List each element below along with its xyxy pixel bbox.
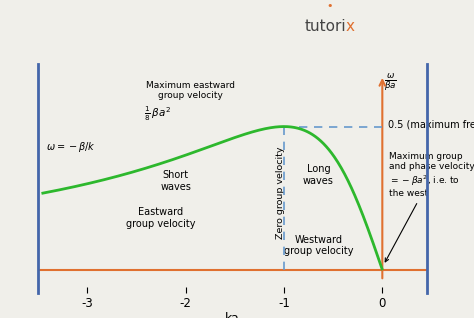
Text: Maximum group
and phase velocity
$= -\beta a^2$, i.e. to
the west: Maximum group and phase velocity $= -\be… <box>385 152 474 262</box>
Text: Eastward
group velocity: Eastward group velocity <box>126 207 196 229</box>
Text: $\omega = -\beta/k$: $\omega = -\beta/k$ <box>46 140 95 154</box>
Text: 0.5 (maximum frequency): 0.5 (maximum frequency) <box>388 120 474 130</box>
Text: $\frac{\omega}{\beta a}$: $\frac{\omega}{\beta a}$ <box>384 71 397 93</box>
Text: Maximum eastward
group velocity: Maximum eastward group velocity <box>146 81 235 100</box>
Text: $\frac{1}{8}$$\,\beta a^2$: $\frac{1}{8}$$\,\beta a^2$ <box>144 104 171 123</box>
X-axis label: ka: ka <box>225 312 240 318</box>
Text: Westward
group velocity: Westward group velocity <box>283 235 353 256</box>
Text: x: x <box>346 19 355 34</box>
Text: Short
waves: Short waves <box>160 170 191 192</box>
Text: •: • <box>326 1 333 11</box>
Text: Long
waves: Long waves <box>303 164 334 186</box>
Text: Zero group velocity: Zero group velocity <box>276 146 285 238</box>
Text: tutori: tutori <box>304 19 346 34</box>
